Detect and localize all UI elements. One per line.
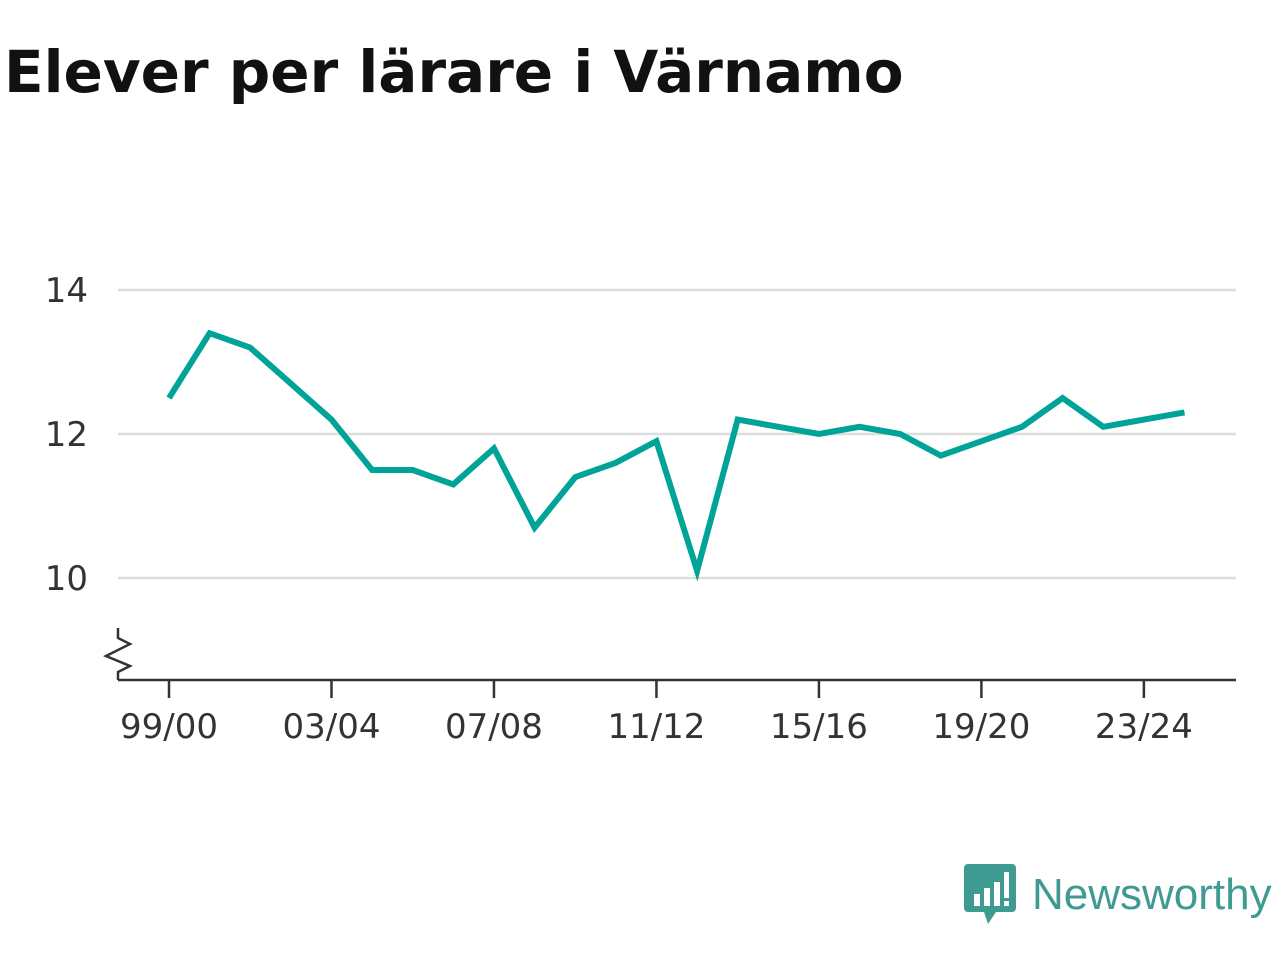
newsworthy-logo: Newsworthy: [964, 864, 1272, 926]
x-tick-label-03/04: 03/04: [282, 707, 380, 747]
x-tick-label-15/16: 15/16: [770, 707, 868, 747]
bar-chart-logo-icon: [964, 864, 1016, 924]
gridlines: [118, 288, 1236, 580]
y-axis-break-mark: [102, 628, 134, 680]
x-tick-label-11/12: 11/12: [607, 707, 705, 747]
x-tick-label-07/08: 07/08: [445, 707, 543, 747]
series-line: [166, 329, 1186, 582]
x-axis-ticks: 99/00 03/04 07/08 11/12 15/16 19/20 23/24: [120, 680, 1193, 747]
x-tick-label-99/00: 99/00: [120, 707, 218, 747]
brand-name: Newsworthy: [1032, 870, 1272, 919]
y-axis-ticks: 10 12 14: [45, 271, 88, 599]
chart-title: Elever per lärare i Värnamo: [4, 38, 904, 106]
y-tick-label-14: 14: [45, 271, 88, 311]
x-tick-label-19/20: 19/20: [932, 707, 1030, 747]
x-tick-label-23/24: 23/24: [1095, 707, 1193, 747]
y-tick-label-10: 10: [45, 559, 88, 599]
y-tick-label-12: 12: [45, 415, 88, 455]
